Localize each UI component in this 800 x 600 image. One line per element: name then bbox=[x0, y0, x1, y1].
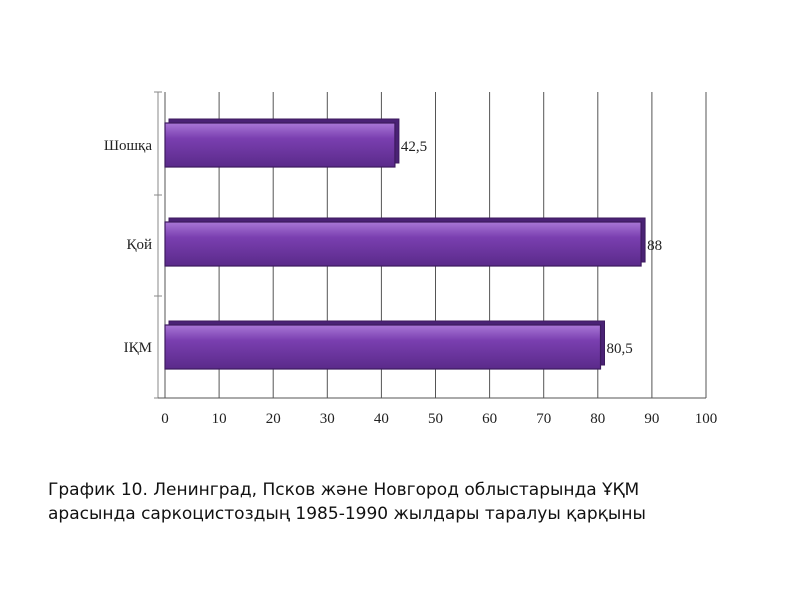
x-tick-label: 80 bbox=[590, 411, 605, 427]
data-label: 42,5 bbox=[401, 139, 427, 155]
x-tick-label: 0 bbox=[161, 411, 169, 427]
x-tick-label: 70 bbox=[536, 411, 551, 427]
x-tick-label: 50 bbox=[428, 411, 443, 427]
x-tick-label: 30 bbox=[320, 411, 335, 427]
x-tick-label: 90 bbox=[644, 411, 659, 427]
x-tick-label: 100 bbox=[695, 411, 718, 427]
x-tick-label: 10 bbox=[212, 411, 227, 427]
caption-line-2: арасында саркоцистоздың 1985-1990 жылдар… bbox=[48, 504, 646, 524]
x-tick-label: 40 bbox=[374, 411, 389, 427]
bar-2 bbox=[164, 221, 642, 267]
bar-chart: 0 10 20 30 40 50 60 70 80 90 100 Шошқа 42,5 Қой 88 ІҚМ 8… bbox=[104, 91, 718, 427]
data-label: 80,5 bbox=[607, 341, 633, 357]
category-label: Шошқа bbox=[104, 138, 152, 154]
category-label: ІҚМ bbox=[124, 340, 152, 356]
data-label: 88 bbox=[647, 238, 662, 254]
x-tick-label: 20 bbox=[266, 411, 281, 427]
caption-line-1: График 10. Ленинград, Псков және Новгоро… bbox=[48, 480, 640, 500]
figure-caption: График 10. Ленинград, Псков және Новгоро… bbox=[48, 478, 768, 526]
x-tick-label: 60 bbox=[482, 411, 497, 427]
category-label: Қой bbox=[126, 237, 152, 253]
bar-3 bbox=[164, 324, 602, 370]
bar-1 bbox=[164, 122, 396, 168]
